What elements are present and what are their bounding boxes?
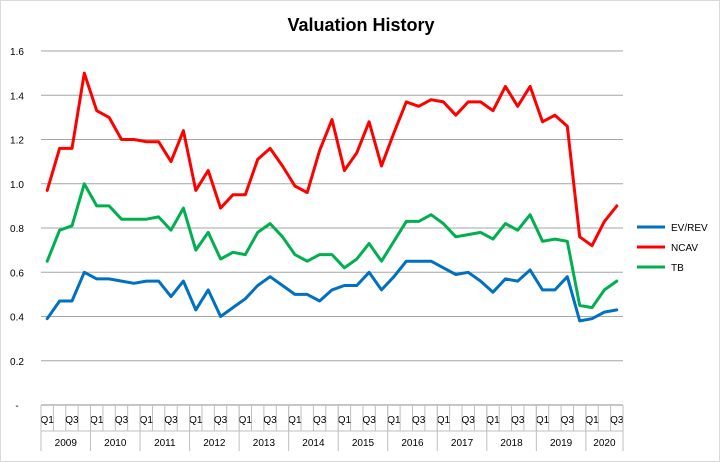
x-year-label: 2015 bbox=[352, 438, 375, 449]
x-year-label: 2012 bbox=[203, 438, 226, 449]
y-tick-label: 0.4 bbox=[10, 313, 24, 324]
x-quarter-label: Q3 bbox=[610, 415, 624, 426]
x-year-label: 2009 bbox=[55, 438, 78, 449]
chart-title: Valuation History bbox=[287, 15, 434, 35]
legend-label-ncav: NCAV bbox=[671, 243, 698, 254]
series-line-ev-rev bbox=[45, 259, 619, 323]
x-quarter-label: Q1 bbox=[288, 415, 302, 426]
x-quarter-label: Q1 bbox=[239, 415, 253, 426]
legend-label-ev-rev: EV/REV bbox=[671, 223, 708, 234]
x-year-label: 2017 bbox=[451, 438, 474, 449]
y-tick-label: 0.6 bbox=[10, 268, 24, 279]
x-year-label: 2014 bbox=[302, 438, 325, 449]
x-quarter-label: Q3 bbox=[462, 415, 476, 426]
x-quarter-label: Q3 bbox=[561, 415, 575, 426]
x-year-label: 2016 bbox=[401, 438, 424, 449]
x-quarter-label: Q3 bbox=[313, 415, 327, 426]
x-year-label: 2013 bbox=[253, 438, 276, 449]
series-line-ncav bbox=[45, 71, 619, 248]
x-quarter-label: Q1 bbox=[486, 415, 500, 426]
y-tick-label: 1.4 bbox=[10, 91, 24, 102]
x-quarter-label: Q1 bbox=[536, 415, 550, 426]
y-tick-label: 1.6 bbox=[10, 47, 24, 58]
x-quarter-label: Q3 bbox=[511, 415, 525, 426]
grid-layer bbox=[41, 50, 623, 362]
x-year-label: 2019 bbox=[550, 438, 573, 449]
x-quarter-label: Q1 bbox=[585, 415, 599, 426]
x-quarter-label: Q3 bbox=[214, 415, 228, 426]
x-quarter-label: Q1 bbox=[140, 415, 154, 426]
legend: EV/REV NCAV TB bbox=[637, 223, 708, 274]
x-year-label: 2011 bbox=[154, 438, 176, 449]
x-quarter-label: Q1 bbox=[41, 415, 55, 426]
x-quarter-label: Q1 bbox=[387, 415, 401, 426]
y-tick-label: 0.8 bbox=[10, 224, 24, 235]
y-tick-label: 1.0 bbox=[10, 180, 24, 191]
x-year-label: 2020 bbox=[593, 438, 616, 449]
x-quarter-label: Q1 bbox=[338, 415, 352, 426]
y-tick-label: 1.2 bbox=[10, 136, 24, 147]
x-year-label: 2010 bbox=[104, 438, 127, 449]
series-line-tb bbox=[45, 182, 619, 310]
series-layer bbox=[45, 71, 619, 323]
x-quarter-label: Q3 bbox=[115, 415, 129, 426]
x-year-label: 2018 bbox=[500, 438, 523, 449]
x-quarter-label: Q1 bbox=[90, 415, 104, 426]
axis-layer: - 0.2 0.4 0.6 0.8 1.0 1.2 1.4 1.6 Q1 Q3 Q1 Q3 Q1 Q3 Q1 Q… bbox=[10, 47, 624, 451]
x-quarter-label: Q3 bbox=[65, 415, 79, 426]
x-quarter-label: Q3 bbox=[412, 415, 426, 426]
y-tick-label: - bbox=[15, 401, 18, 412]
x-quarter-label: Q1 bbox=[189, 415, 203, 426]
y-tick-label: 0.2 bbox=[10, 357, 24, 368]
legend-label-tb: TB bbox=[671, 263, 684, 274]
x-quarter-label: Q3 bbox=[362, 415, 376, 426]
x-quarter-label: Q3 bbox=[164, 415, 178, 426]
x-quarter-label: Q1 bbox=[437, 415, 451, 426]
x-quarter-label: Q3 bbox=[263, 415, 277, 426]
